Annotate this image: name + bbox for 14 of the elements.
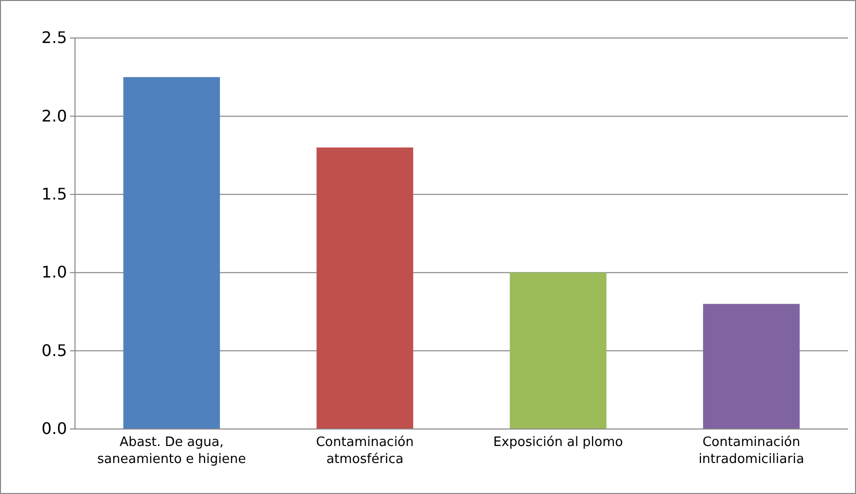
bar [123,77,220,429]
y-tick-label: 0.0 [42,419,67,438]
bar [510,272,606,429]
y-tick-label: 0.5 [42,340,67,360]
y-tick-label: 1.5 [42,184,67,204]
x-tick-label: Abast. De agua, saneamiento e higiene [97,435,246,468]
x-tick-label: Contaminación atmosférica [316,435,414,468]
x-tick-label: Contaminación intradomiciliaria [698,435,804,468]
x-tick-label: Exposición al plomo [493,435,624,450]
bar [703,304,800,429]
y-tick-label: 2.0 [42,106,67,126]
bar [316,147,414,429]
y-tick-label: 2.5 [42,28,67,48]
y-tick-label: 1.0 [42,262,67,282]
